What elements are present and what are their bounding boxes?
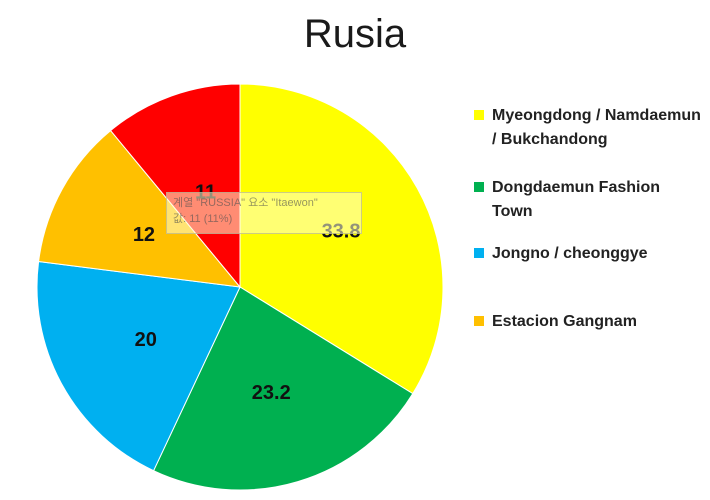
chart-title: Rusia (303, 12, 407, 56)
legend-item-gangnam[interactable]: Estacion Gangnam (474, 310, 702, 334)
tooltip: 계열 "RUSSIA" 요소 "Itaewon" 값: 11 (11%) (166, 192, 362, 234)
data-label-3: 12 (133, 224, 155, 246)
legend-swatch-myeongdong (474, 110, 484, 120)
legend-label-dongdaemun: Dongdaemun Fashion Town (492, 179, 660, 220)
legend-swatch-dongdaemun (474, 182, 484, 192)
pie-slice-3[interactable] (38, 129, 242, 288)
legend-item-dongdaemun[interactable]: Dongdaemun Fashion Town (474, 176, 702, 224)
pie-slice-1[interactable] (152, 286, 414, 491)
legend-label-jongno: Jongno / cheonggye (492, 245, 648, 262)
legend-item-myeongdong[interactable]: Myeongdong / Namdaemun / Bukchandong (474, 104, 702, 152)
pie-slice-4[interactable] (109, 83, 241, 289)
legend-swatch-jongno (474, 248, 484, 258)
legend-label-gangnam: Estacion Gangnam (492, 313, 637, 330)
data-label-2: 20 (135, 329, 157, 351)
legend-label-myeongdong: Myeongdong / Namdaemun / Bukchandong (492, 107, 701, 148)
data-label-1: 23.2 (252, 382, 291, 404)
pie-slice-0[interactable] (239, 83, 444, 395)
pie-slice-2[interactable] (36, 260, 241, 472)
legend-item-jongno[interactable]: Jongno / cheonggye (474, 242, 702, 266)
legend-swatch-gangnam (474, 316, 484, 326)
tooltip-line-1: 계열 "RUSSIA" 요소 "Itaewon" (173, 197, 318, 209)
tooltip-line-2: 값: 11 (11%) (173, 213, 233, 225)
